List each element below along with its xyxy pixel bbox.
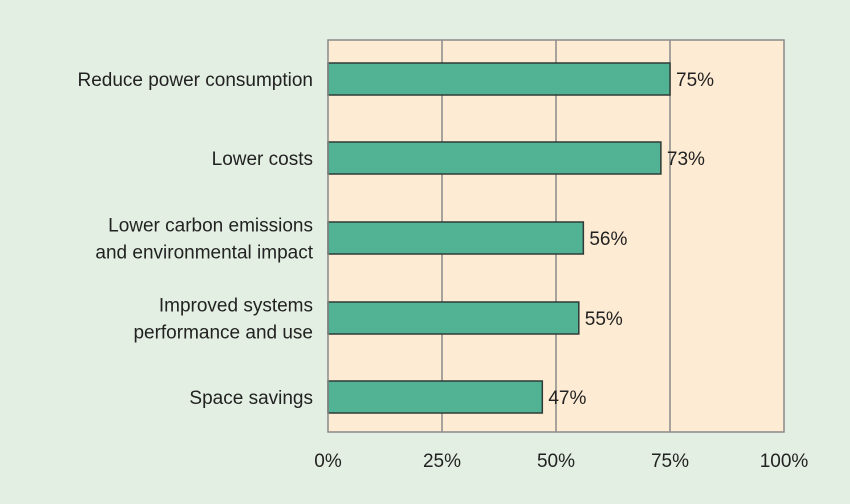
- category-label-2: Lower costs: [212, 149, 313, 170]
- data-label-4: 55%: [585, 309, 623, 330]
- x-tick-labels: 0% 25% 50% 75% 100%: [314, 451, 808, 472]
- plot-frame: [327, 39, 785, 433]
- data-label-3: 56%: [589, 229, 627, 250]
- data-label-5: 47%: [548, 388, 586, 409]
- category-label-1: Reduce power consumption: [77, 70, 313, 91]
- category-label-3-line-2: and environmental impact: [95, 243, 313, 264]
- bar-1: [327, 62, 671, 96]
- data-label-2: 73%: [667, 149, 705, 170]
- category-label-4-line-1: Improved systems: [159, 296, 313, 317]
- category-label-4-line-2: performance and use: [133, 323, 313, 344]
- bar-5: [327, 380, 544, 414]
- x-tick-label-100: 100%: [760, 451, 809, 472]
- bar-4: [327, 301, 580, 335]
- x-tick-label-25: 25%: [423, 451, 461, 472]
- x-tick-label-0: 0%: [314, 451, 342, 472]
- category-labels: Reduce power consumption Lower costs Lower…: [77, 70, 313, 409]
- x-tick-label-75: 75%: [651, 451, 689, 472]
- category-label-5: Space savings: [189, 388, 313, 409]
- x-tick-label-50: 50%: [537, 451, 575, 472]
- bar-2: [327, 141, 662, 175]
- bars: [327, 62, 671, 414]
- data-label-1: 75%: [676, 70, 714, 91]
- bar-3: [327, 221, 585, 255]
- category-label-3-line-1: Lower carbon emissions: [108, 216, 313, 237]
- data-labels: 75% 73% 56% 55% 47%: [548, 70, 714, 409]
